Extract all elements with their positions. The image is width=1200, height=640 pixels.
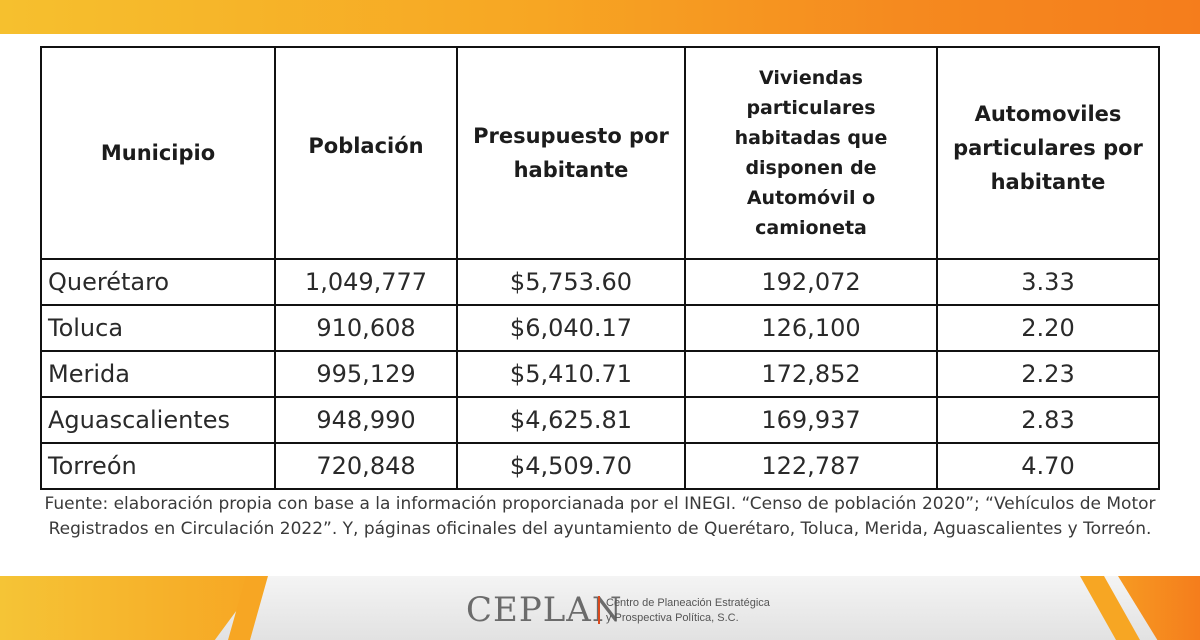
table-cell: Torreón (40, 442, 276, 490)
table-cell: 3.33 (936, 258, 1160, 306)
table-cell: $4,625.81 (456, 396, 686, 444)
data-table: Municipio Población Presupuesto por habi… (40, 46, 1160, 490)
table-cell: 4.70 (936, 442, 1160, 490)
table-cell: 172,852 (684, 350, 938, 398)
logo-tagline-line: y Prospectiva Política, S.C. (606, 612, 739, 624)
table-cell: Toluca (40, 304, 276, 352)
table-header-row: Municipio Población Presupuesto por habi… (40, 46, 1160, 260)
table-cell: 910,608 (274, 304, 458, 352)
footer-stripe (0, 576, 262, 640)
top-decorative-band (0, 0, 1200, 34)
footer: CEPLAN Centro de Planeación Estratégica … (0, 576, 1200, 640)
logo-wordmark: CEPLAN (466, 590, 623, 630)
table-cell: Aguascalientes (40, 396, 276, 444)
table-cell: 948,990 (274, 396, 458, 444)
table-cell: Querétaro (40, 258, 276, 306)
table-cell: $4,509.70 (456, 442, 686, 490)
table-cell: Merida (40, 350, 276, 398)
table-cell: $6,040.17 (456, 304, 686, 352)
table-cell: $5,410.71 (456, 350, 686, 398)
column-header: Municipio (40, 46, 276, 260)
table-cell: 995,129 (274, 350, 458, 398)
column-header: Viviendas particulares habitadas que dis… (684, 46, 938, 260)
table-cell: 2.83 (936, 396, 1160, 444)
data-table-container: Municipio Población Presupuesto por habi… (40, 46, 1160, 490)
table-cell: 122,787 (684, 442, 938, 490)
table-row: Aguascalientes 948,990 $4,625.81 169,937… (40, 396, 1160, 444)
logo-divider (598, 596, 600, 624)
logo-tagline-line: Centro de Planeación Estratégica (606, 597, 770, 609)
table-cell: $5,753.60 (456, 258, 686, 306)
table-cell: 192,072 (684, 258, 938, 306)
column-header: Presupuesto por habitante (456, 46, 686, 260)
table-cell: 126,100 (684, 304, 938, 352)
column-header: Población (274, 46, 458, 260)
logo-tagline: Centro de Planeación Estratégica y Prosp… (606, 596, 786, 626)
table-cell: 2.23 (936, 350, 1160, 398)
table-cell: 169,937 (684, 396, 938, 444)
column-header: Automoviles particulares por habitante (936, 46, 1160, 260)
table-row: Querétaro 1,049,777 $5,753.60 192,072 3.… (40, 258, 1160, 306)
table-cell: 1,049,777 (274, 258, 458, 306)
source-note: Fuente: elaboración propia con base a la… (44, 494, 1156, 539)
table-row: Torreón 720,848 $4,509.70 122,787 4.70 (40, 442, 1160, 490)
table-cell: 720,848 (274, 442, 458, 490)
table-cell: 2.20 (936, 304, 1160, 352)
table-row: Merida 995,129 $5,410.71 172,852 2.23 (40, 350, 1160, 398)
table-row: Toluca 910,608 $6,040.17 126,100 2.20 (40, 304, 1160, 352)
